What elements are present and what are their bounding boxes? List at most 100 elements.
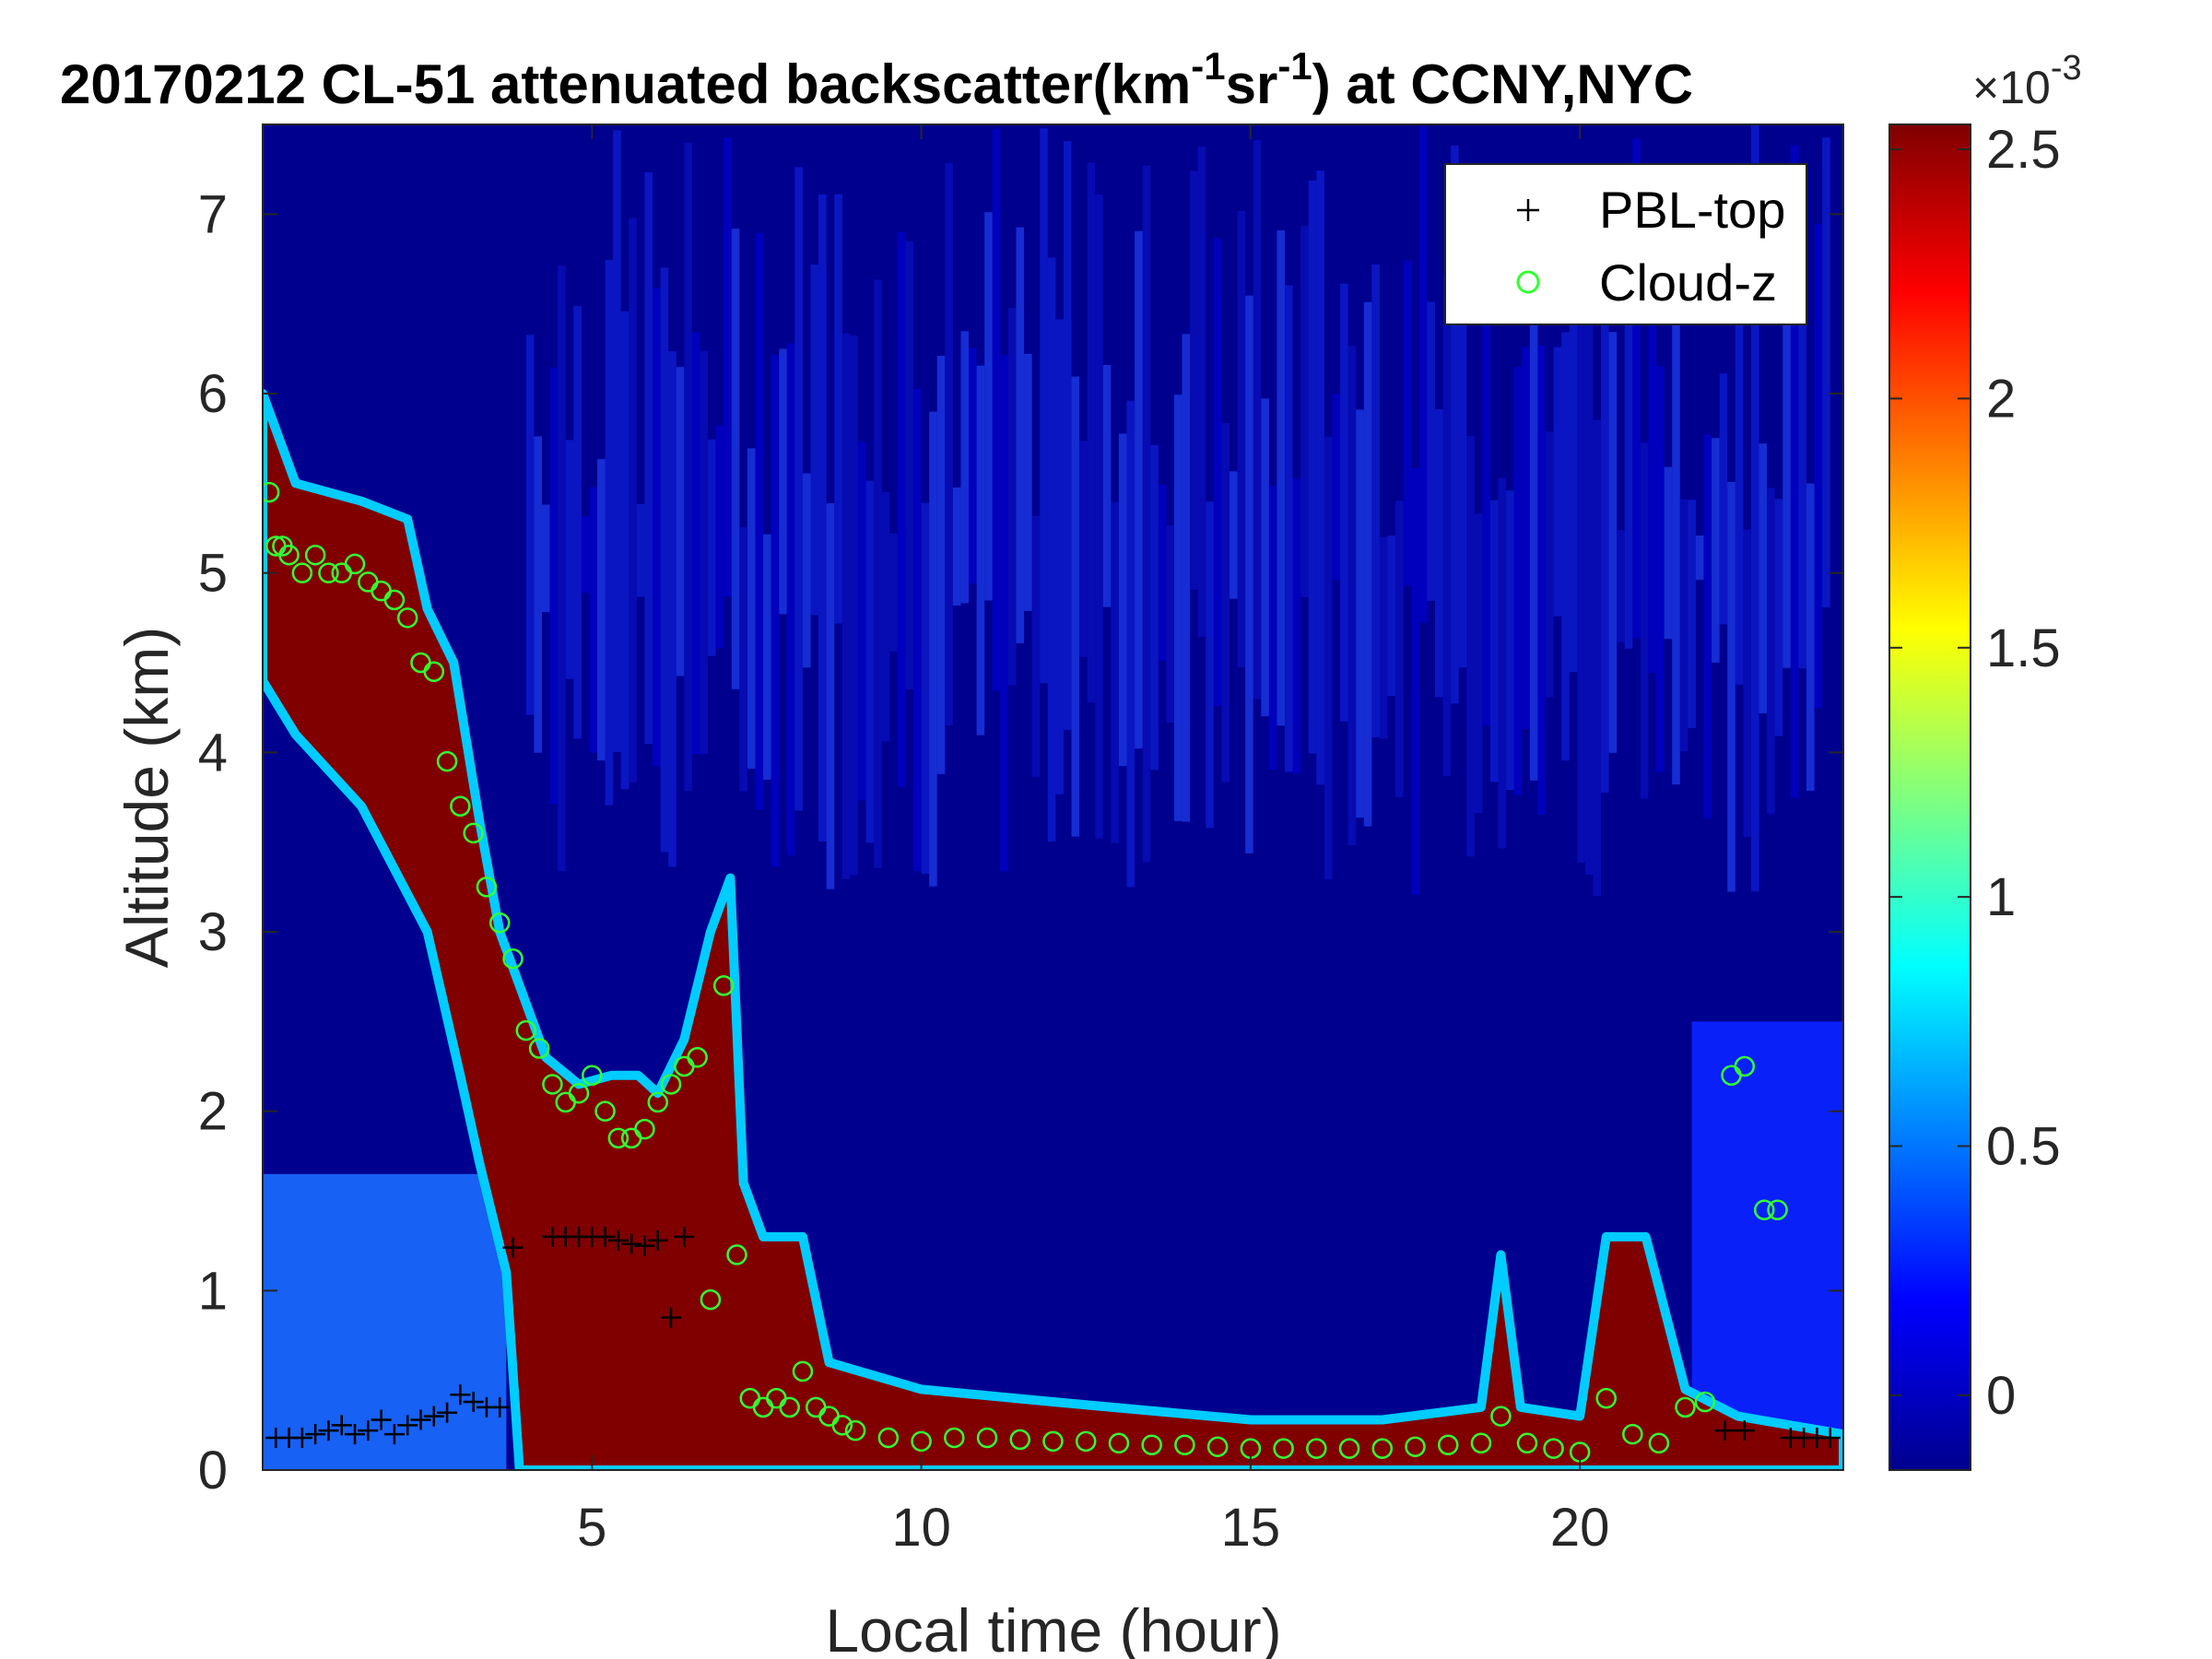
texture-column [1268, 486, 1277, 771]
texture-column [850, 335, 858, 876]
texture-column [1489, 500, 1499, 782]
x-tick-label: 15 [1221, 1498, 1281, 1558]
cloud-z-point [396, 607, 418, 629]
texture-column [715, 425, 724, 649]
cloud-z-point [450, 795, 471, 817]
pbl-top-point [463, 1392, 484, 1413]
texture-column [724, 137, 732, 597]
texture-column [1102, 364, 1112, 607]
pbl-top-point [1734, 1420, 1755, 1441]
legend-pbl-marker [1517, 199, 1539, 221]
colorbar-tick-label: 0 [1986, 1366, 2016, 1426]
cloud-z-point [383, 589, 406, 611]
texture-column [1024, 353, 1032, 611]
cloud-z-point [1174, 1434, 1195, 1455]
texture-column [1474, 513, 1483, 814]
cloud-z-point [582, 1065, 603, 1086]
cloud-z-point [528, 1038, 550, 1059]
cloud-z-point [436, 750, 458, 772]
texture-column [1300, 226, 1309, 598]
texture-column [747, 448, 756, 770]
texture-column [1442, 276, 1452, 777]
texture-column [1593, 419, 1602, 897]
texture-column [1079, 441, 1088, 657]
cloud-z-point [1516, 1432, 1538, 1454]
legend-cloud-label: Cloud-z [1599, 253, 1777, 312]
texture-column [763, 534, 771, 780]
pbl-top-point [594, 1226, 616, 1247]
texture-column [731, 229, 740, 689]
pbl-top-point [437, 1402, 458, 1423]
texture-column [1767, 488, 1775, 815]
texture-column [1601, 238, 1609, 793]
texture-column [1632, 138, 1641, 639]
texture-column [771, 355, 780, 867]
texture-column [573, 305, 582, 739]
cloud-z-point [647, 1091, 668, 1113]
texture-column [960, 331, 970, 604]
texture-column [1664, 466, 1673, 640]
texture-column [1040, 128, 1048, 684]
y-axis-ticks: 0 1 2 3 4 5 6 7 [198, 184, 1843, 1500]
pbl-top-point [331, 1415, 352, 1436]
y-tick-label: 5 [198, 544, 228, 604]
texture-column [1553, 347, 1562, 617]
texture-column [802, 473, 811, 668]
texture-column [1688, 500, 1696, 728]
texture-column [1213, 238, 1222, 706]
texture-column [1577, 236, 1585, 863]
texture-column [1316, 171, 1324, 785]
texture-column [1624, 247, 1633, 649]
texture-column [1332, 394, 1341, 581]
texture-column [1608, 332, 1618, 753]
texture-column [1347, 346, 1357, 846]
cloud-z-point [700, 1288, 722, 1311]
texture-column [1206, 501, 1214, 829]
texture-column [1529, 259, 1538, 781]
texture-column [779, 348, 787, 615]
legend-box [1444, 163, 1807, 325]
pbl-top-point [489, 1396, 511, 1418]
cloud-z-point [1754, 1199, 1775, 1220]
cloud-z-point [1108, 1432, 1130, 1454]
legend-pbl-label: PBL-top [1599, 181, 1785, 239]
texture-column [1783, 304, 1791, 668]
cloud-z-point [1490, 1406, 1512, 1427]
cloud-z-point [502, 947, 524, 970]
chart-title: 20170212 CL-51 attenuated backscatter(km… [60, 44, 1693, 115]
cloud-z-series [263, 481, 1788, 1463]
texture-column [952, 487, 961, 606]
texture-column [905, 241, 914, 690]
cloud-z-point [1141, 1434, 1162, 1455]
texture-column [1237, 210, 1246, 668]
texture-column [1363, 301, 1372, 827]
texture-column [1197, 147, 1206, 637]
cloud-z-point [712, 975, 735, 996]
texture-column [841, 333, 851, 879]
cloud-z-point [1338, 1438, 1360, 1459]
texture-column [1750, 124, 1759, 892]
texture-column [984, 212, 993, 601]
texture-column [1617, 530, 1625, 642]
y-tick-label: 1 [198, 1261, 228, 1321]
colorbar-ticks: 0 0.5 1 1.5 2 2.5 [1889, 120, 2061, 1426]
texture-column [857, 441, 866, 801]
texture-column [1221, 423, 1230, 782]
texture-column [565, 440, 574, 679]
colorbar-tick-label: 1.5 [1986, 618, 2061, 678]
cloud-z-point [594, 1100, 616, 1122]
texture-column [945, 163, 953, 726]
cloud-z-point [792, 1360, 814, 1382]
texture-column [1142, 165, 1151, 863]
texture-column [1126, 400, 1135, 888]
cloud-z-point [1648, 1432, 1670, 1454]
texture-column [629, 218, 637, 782]
texture-column [534, 436, 542, 753]
texture-column [1111, 501, 1119, 843]
legend-cloud-marker [1516, 270, 1540, 294]
pbl-top-point [661, 1307, 682, 1328]
pbl-top-point [318, 1420, 339, 1441]
cloud-z-point [515, 1019, 537, 1041]
cloud-z-point [844, 1419, 866, 1441]
cloud-z-point [463, 822, 484, 844]
